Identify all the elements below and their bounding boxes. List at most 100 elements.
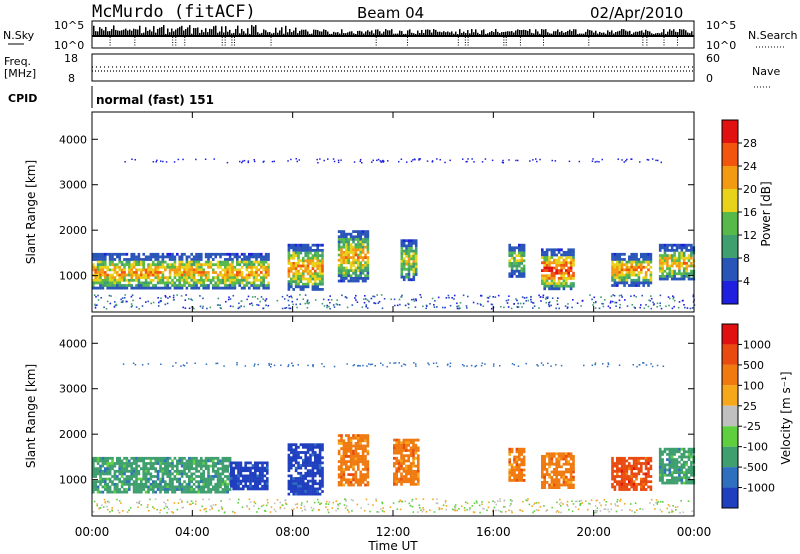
echo-cell-6 <box>553 462 556 466</box>
echo-cell-2 <box>311 448 315 452</box>
echo-cell-3 <box>359 444 362 448</box>
echo-cell-6 <box>543 462 546 466</box>
echo-cell-1 <box>309 262 312 265</box>
echo-cell-0 <box>135 271 138 274</box>
echo-cell-0 <box>154 271 157 274</box>
echo-cell-2 <box>318 484 322 488</box>
echo-cell-7 <box>666 249 669 252</box>
echo-cell-3 <box>349 455 353 458</box>
echo-cell-0 <box>96 462 100 465</box>
echo-cell-7 <box>613 462 617 465</box>
echo-cell-0 <box>108 284 112 287</box>
noise-cell <box>653 303 655 305</box>
echo-cell-6 <box>613 284 617 287</box>
echo-cell-0 <box>137 268 141 272</box>
noise-cell <box>375 500 378 502</box>
echo-cell-2 <box>318 469 322 473</box>
echo-cell-1 <box>254 466 257 470</box>
echo-cell-0 <box>238 278 241 282</box>
echo-cell-4 <box>513 262 516 265</box>
echo-cell-5 <box>518 473 521 477</box>
echo-cell-3 <box>364 468 367 471</box>
echo-cell-2 <box>366 251 370 254</box>
echo-cell-3 <box>347 449 350 453</box>
echo-cell-3 <box>345 462 348 466</box>
echo-cell-0 <box>108 485 112 489</box>
echo-cell-0 <box>99 281 102 285</box>
echo-cell-0 <box>168 268 172 272</box>
echo-cell-2 <box>302 445 305 449</box>
echo-cell-5 <box>557 258 561 262</box>
nsky-bar <box>251 25 253 36</box>
echo-cell-7 <box>668 267 672 270</box>
echo-cell-6 <box>562 452 566 456</box>
noise-cell <box>173 161 176 163</box>
echo-cell-1 <box>318 275 322 278</box>
echo-cell-1 <box>318 262 322 265</box>
nsky-bar <box>607 30 609 36</box>
echo-cell-2 <box>347 248 350 252</box>
echo-cell-3 <box>405 260 408 263</box>
echo-cell-7 <box>635 456 638 460</box>
echo-cell-0 <box>221 459 225 463</box>
echo-cell-0 <box>96 258 100 261</box>
nsky-bar <box>437 31 439 36</box>
echo-cell-5 <box>548 287 551 291</box>
echo-cell-0 <box>168 469 172 473</box>
echo-cell-2 <box>359 248 362 252</box>
echo-cell-7 <box>642 462 645 465</box>
echo-cell-5 <box>520 450 523 454</box>
nsky-bar <box>225 26 227 36</box>
nsearch-marks <box>109 37 678 46</box>
echo-cell-7 <box>680 246 684 250</box>
echo-cell-2 <box>290 474 293 478</box>
noise-cell <box>296 298 298 301</box>
echo-cell-6 <box>647 252 650 256</box>
echo-cell-0 <box>176 469 179 473</box>
echo-cell-1 <box>321 282 324 286</box>
echo-cell-2 <box>354 274 358 278</box>
noise-cell <box>615 301 618 304</box>
echo-cell-1 <box>230 474 233 478</box>
echo-cell-4 <box>414 475 418 478</box>
echo-cell-0 <box>144 273 148 277</box>
noise-cell <box>672 296 675 299</box>
noise-cell <box>216 304 219 306</box>
echo-cell-2 <box>316 458 319 462</box>
echo-cell-5 <box>562 261 566 265</box>
echo-cell-0 <box>178 276 181 280</box>
echo-cell-4 <box>520 251 523 255</box>
noise-cell <box>490 303 493 306</box>
echo-cell-3 <box>412 270 416 274</box>
echo-cell-0 <box>192 488 196 491</box>
echo-cell-7 <box>628 464 631 468</box>
echo-cell-0 <box>132 482 136 486</box>
echo-cell-0 <box>221 456 225 460</box>
echo-cell-1 <box>290 285 293 289</box>
echo-cell-3 <box>347 436 350 440</box>
echo-cell-3 <box>412 262 416 266</box>
echo-cell-8 <box>668 481 672 485</box>
echo-cell-0 <box>226 456 229 460</box>
noise-cell <box>564 305 567 307</box>
noise-cell <box>522 302 525 305</box>
echo-cell-0 <box>120 469 124 473</box>
echo-cell-6 <box>567 481 570 484</box>
echo-cell-0 <box>257 252 261 256</box>
echo-cell-1 <box>316 246 319 250</box>
echo-cell-0 <box>135 263 138 267</box>
echo-cell-3 <box>352 462 355 466</box>
echo-cell-0 <box>130 469 133 473</box>
noise-cell <box>319 158 321 160</box>
echo-cell-0 <box>264 286 268 290</box>
noise-cell <box>239 160 241 163</box>
noise-cell <box>457 305 460 307</box>
echo-cell-5 <box>543 253 546 257</box>
echo-cell-0 <box>202 464 205 468</box>
noise-cell <box>157 297 159 299</box>
echo-cell-0 <box>135 273 138 277</box>
nsky-bar <box>559 32 561 36</box>
echo-cell-5 <box>560 284 563 288</box>
echo-cell-0 <box>207 263 210 267</box>
echo-cell-0 <box>154 284 157 287</box>
